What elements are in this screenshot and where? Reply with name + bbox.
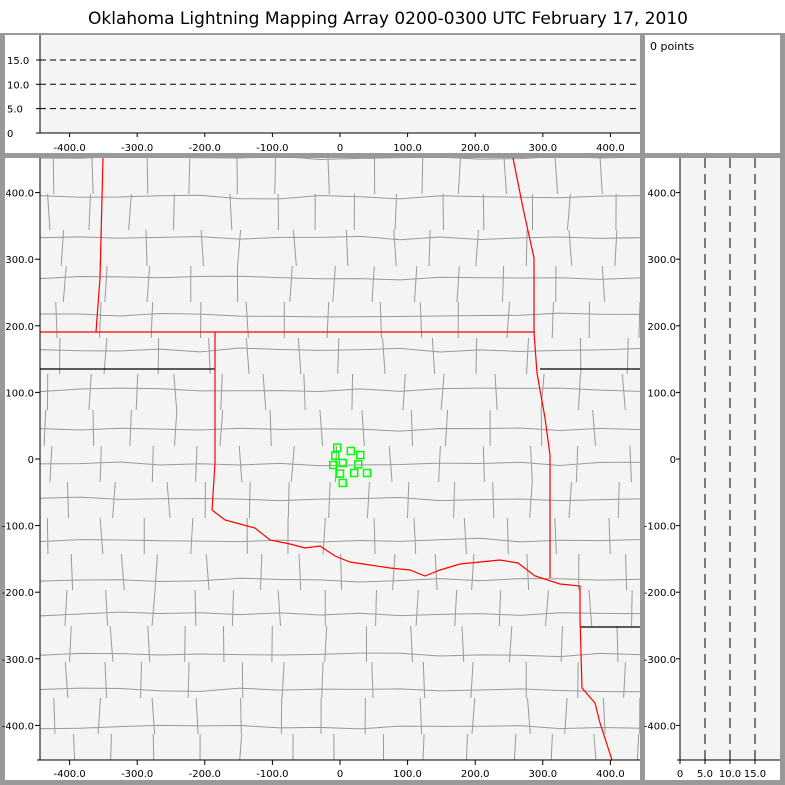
x-tick-label: -300.0 — [121, 769, 153, 780]
x-tick-label: 0 — [337, 143, 343, 154]
county-borders — [40, 158, 640, 760]
x-tick-label: 15.0 — [744, 769, 766, 780]
lightning-source-point — [335, 469, 345, 478]
x-tick-label: 0 — [337, 769, 343, 780]
black-border-east — [540, 368, 640, 628]
y-tick-label: -300.0 — [2, 655, 34, 666]
colorado-kansas-border — [95, 158, 104, 333]
y-tick-label: 300.0 — [5, 255, 34, 266]
y-tick-label: 200.0 — [5, 322, 34, 333]
title-bar — [0, 0, 785, 33]
lightning-source-point — [331, 451, 340, 460]
y-tick-label: -100.0 — [644, 522, 676, 533]
y-tick-label: 0 — [7, 129, 13, 140]
y-tick-label: -400.0 — [644, 721, 676, 732]
lightning-source-point — [354, 460, 363, 469]
x-tick-label: 10.0 — [719, 769, 741, 780]
lightning-source-point — [333, 443, 342, 452]
y-tick-label: 200.0 — [647, 322, 676, 333]
x-tick-label: 400.0 — [596, 769, 625, 780]
lightning-source-point — [338, 478, 347, 488]
missouri-border — [512, 158, 551, 578]
y-tick-label: 5.0 — [7, 105, 23, 116]
x-tick-label: 300.0 — [528, 769, 557, 780]
x-tick-label: -400.0 — [53, 143, 85, 154]
lightning-source-point — [346, 446, 356, 456]
y-tick-label: -400.0 — [2, 721, 34, 732]
lightning-sources — [328, 443, 372, 488]
y-tick-label: 10.0 — [7, 80, 29, 91]
lightning-source-point — [362, 468, 372, 478]
lightning-source-point — [356, 450, 365, 460]
y-tick-label: 400.0 — [647, 189, 676, 200]
state-borders — [40, 158, 640, 760]
ns-altitude-plot-area[interactable] — [680, 158, 780, 760]
y-tick-label: 0 — [670, 455, 676, 466]
y-tick-label: -300.0 — [644, 655, 676, 666]
panhandle-border — [211, 332, 216, 511]
x-tick-label: 200.0 — [461, 143, 490, 154]
y-tick-label: 100.0 — [5, 388, 34, 399]
x-tick-label: -300.0 — [121, 143, 153, 154]
x-tick-label: 200.0 — [461, 769, 490, 780]
x-tick-label: 400.0 — [596, 143, 625, 154]
x-tick-label: -200.0 — [189, 143, 221, 154]
red-river-border — [211, 509, 613, 760]
y-tick-label: 15.0 — [7, 56, 29, 67]
x-tick-label: 100.0 — [393, 143, 422, 154]
x-tick-label: 100.0 — [393, 769, 422, 780]
y-tick-label: 100.0 — [647, 388, 676, 399]
x-tick-label: -100.0 — [256, 143, 288, 154]
y-tick-label: 0 — [28, 455, 34, 466]
y-tick-label: -100.0 — [2, 522, 34, 533]
county-lines — [40, 158, 640, 760]
x-tick-label: 300.0 — [528, 143, 557, 154]
lightning-source-point — [338, 458, 347, 468]
page-title: Oklahoma Lightning Mapping Array 0200-03… — [88, 9, 688, 29]
x-tick-label: -400.0 — [53, 769, 85, 780]
x-tick-label: 5.0 — [697, 769, 713, 780]
x-tick-label: -100.0 — [256, 769, 288, 780]
info-panel — [645, 35, 780, 153]
lightning-source-point — [328, 460, 338, 470]
y-tick-label: -200.0 — [2, 588, 34, 599]
y-tick-label: 400.0 — [5, 189, 34, 200]
x-tick-label: -200.0 — [189, 769, 221, 780]
lightning-source-point — [349, 468, 359, 478]
points-count: 0 points — [650, 40, 695, 53]
x-tick-label: 0 — [677, 769, 683, 780]
y-tick-label: 300.0 — [647, 255, 676, 266]
y-tick-label: -200.0 — [644, 588, 676, 599]
